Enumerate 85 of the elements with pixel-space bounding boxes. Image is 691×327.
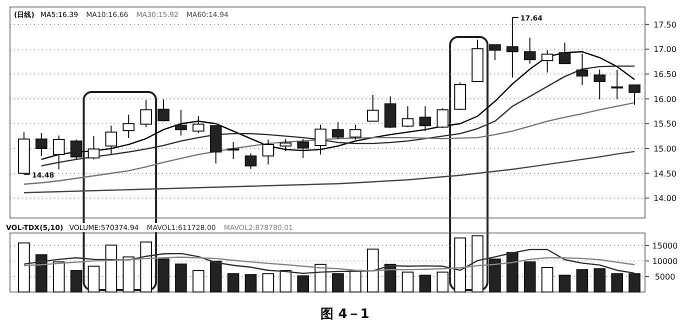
bar	[280, 270, 292, 292]
line-series	[23, 248, 636, 274]
candlestick	[70, 139, 82, 160]
candlestick	[594, 69, 606, 100]
candlestick	[524, 37, 536, 64]
y-tick-label: 5000	[654, 272, 676, 282]
candlestick	[332, 122, 344, 140]
line-series	[40, 51, 636, 160]
bar	[244, 274, 257, 292]
candlestick	[628, 84, 640, 106]
bar	[628, 273, 640, 292]
candlestick	[158, 98, 170, 122]
bar	[506, 252, 518, 292]
y-tick-label: 16.00	[654, 94, 676, 104]
bar	[105, 244, 118, 292]
bar	[70, 270, 82, 292]
bar	[210, 260, 222, 292]
bar	[402, 272, 414, 292]
bar	[558, 274, 571, 292]
candlestick	[297, 138, 309, 158]
bar	[122, 256, 135, 292]
bar	[454, 237, 466, 292]
candlestick	[611, 70, 623, 100]
bar	[472, 235, 484, 292]
bar	[436, 272, 449, 292]
bar	[297, 275, 309, 292]
y-tick-label: 14.00	[654, 194, 676, 204]
bar	[541, 266, 554, 292]
candlestick	[227, 142, 240, 160]
y-tick-label: 16.50	[654, 70, 676, 80]
bar	[175, 264, 187, 292]
candlestick	[384, 96, 396, 129]
bar	[88, 266, 100, 292]
candlestick	[576, 53, 588, 86]
y-tick-label: 10000	[652, 256, 678, 266]
candlestick	[105, 125, 118, 155]
candlestick	[88, 136, 100, 160]
bar	[524, 261, 536, 292]
bar	[314, 264, 326, 292]
bar	[158, 258, 170, 292]
bar	[332, 273, 344, 292]
line-series	[40, 65, 636, 167]
candlestick	[419, 106, 432, 132]
bar	[576, 269, 588, 292]
bar	[35, 254, 48, 292]
bar	[611, 273, 623, 292]
candlestick	[280, 138, 292, 152]
bar	[489, 258, 501, 292]
bar	[140, 242, 152, 292]
bar	[366, 248, 379, 292]
candlestick	[122, 114, 135, 139]
caption: 图 4－1	[320, 307, 370, 322]
candlestick	[366, 94, 379, 122]
y-tick-label: 17.50	[654, 20, 676, 30]
candlestick	[35, 132, 48, 156]
y-tick-label: 15000	[652, 241, 678, 250]
candlestick	[140, 99, 152, 128]
candlestick	[244, 152, 257, 170]
candlestick	[192, 116, 204, 134]
bar	[52, 261, 65, 292]
bar	[419, 274, 432, 292]
bar	[262, 273, 274, 292]
candlestick	[314, 124, 326, 155]
candlestick	[402, 106, 414, 128]
y-tick-label: 17.00	[654, 45, 676, 54]
candlestick	[489, 44, 501, 61]
bar	[350, 270, 362, 292]
candlestick	[262, 139, 274, 165]
line-series	[23, 102, 636, 185]
candlestick	[436, 108, 449, 129]
bar	[227, 273, 240, 292]
y-tick-label: 15.50	[654, 120, 676, 129]
line-series	[23, 256, 636, 272]
candlestick	[175, 109, 187, 136]
candlestick	[52, 135, 65, 170]
candlestick	[350, 124, 362, 140]
y-tick-label: 14.50	[654, 169, 676, 178]
candlestick	[558, 42, 571, 65]
candlestick	[506, 16, 518, 78]
line-series	[23, 150, 636, 194]
bar	[192, 270, 204, 292]
candlestick	[541, 50, 554, 74]
y-tick-label: 15.00	[654, 144, 676, 154]
bar	[594, 268, 606, 292]
bar	[18, 242, 30, 292]
